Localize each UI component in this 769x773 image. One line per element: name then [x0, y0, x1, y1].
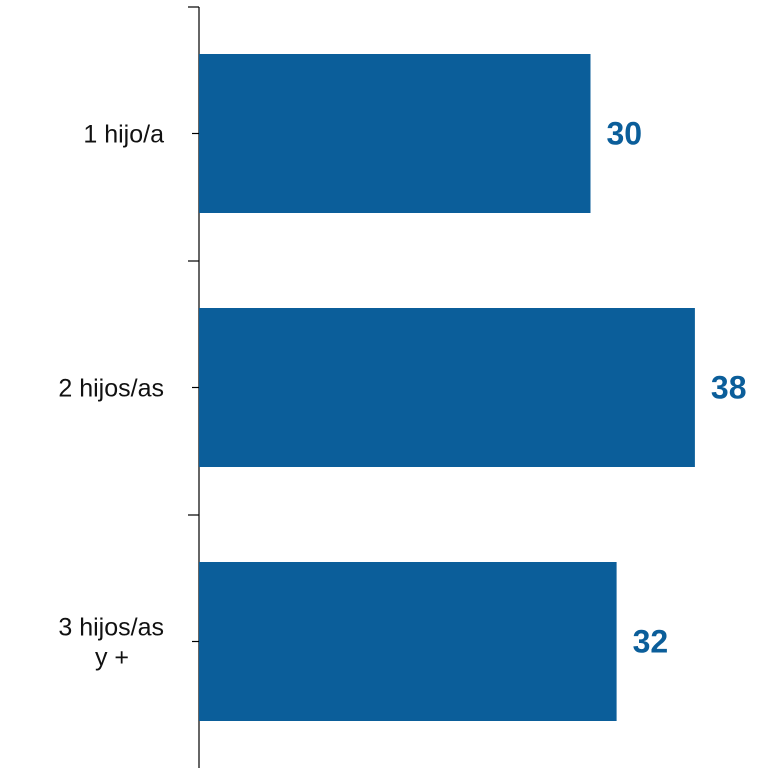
bar	[199, 562, 617, 721]
category-label: 2 hijos/as	[58, 375, 164, 403]
category-label-line: 2 hijos/as	[58, 375, 164, 403]
category-label: 3 hijos/as y +	[58, 614, 164, 672]
category-label: 1 hijo/a	[83, 121, 164, 149]
category-label-line: 3 hijos/as	[58, 614, 164, 642]
bar	[199, 308, 695, 467]
category-label-line: y +	[95, 644, 129, 672]
value-label: 38	[711, 370, 747, 406]
value-label: 30	[607, 116, 643, 152]
value-label: 32	[633, 624, 669, 660]
axis-layer	[188, 6, 200, 768]
labels-layer: 1 hijo/a 30 2 hijos/as 38 3 hijos/as y + 32	[58, 116, 746, 672]
bars-layer	[199, 54, 695, 721]
category-label-line: 1 hijo/a	[83, 121, 164, 149]
bar	[199, 54, 591, 213]
